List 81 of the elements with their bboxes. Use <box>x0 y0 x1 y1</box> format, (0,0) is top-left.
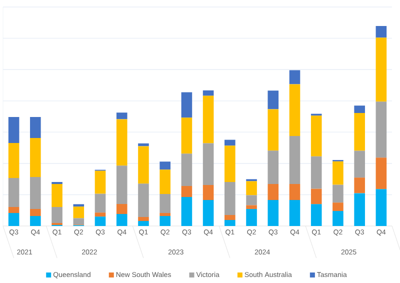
bar <box>376 26 387 38</box>
bar <box>289 200 300 226</box>
bar <box>310 116 322 156</box>
bar <box>160 162 170 170</box>
bar <box>268 184 279 200</box>
bar <box>376 102 387 158</box>
bar <box>268 150 279 184</box>
bar <box>116 112 128 120</box>
bar <box>181 92 192 118</box>
bar <box>160 170 170 194</box>
bar <box>116 119 128 166</box>
bar <box>138 146 149 184</box>
bar <box>224 220 236 226</box>
bar <box>224 182 236 215</box>
bar <box>30 176 41 209</box>
bar <box>289 184 300 200</box>
bar <box>30 116 41 138</box>
bar <box>310 204 322 226</box>
bar <box>354 112 365 151</box>
bar <box>202 200 214 226</box>
bar <box>116 166 128 204</box>
bar <box>160 212 170 216</box>
bar <box>116 214 128 226</box>
bar <box>224 140 236 146</box>
bar <box>246 181 257 196</box>
bar <box>8 142 20 178</box>
bar <box>310 156 322 189</box>
bar <box>246 205 257 209</box>
bar <box>310 188 322 204</box>
bar <box>376 189 387 226</box>
bar <box>268 109 279 151</box>
bar <box>202 184 214 200</box>
bar <box>181 186 192 197</box>
bar <box>30 216 41 226</box>
bar <box>332 161 344 185</box>
bar <box>289 84 300 136</box>
bar <box>181 118 192 154</box>
bar <box>116 204 128 214</box>
bar <box>268 200 279 226</box>
bar <box>94 194 106 213</box>
bar <box>30 208 41 216</box>
bar <box>52 184 62 207</box>
bar <box>73 206 84 218</box>
bar <box>332 202 344 211</box>
bar <box>8 206 20 213</box>
bar <box>181 154 192 186</box>
bar <box>73 218 84 225</box>
bar <box>94 216 106 226</box>
bar <box>202 96 214 144</box>
bar <box>354 178 365 194</box>
bar <box>138 220 149 226</box>
bar <box>160 194 170 213</box>
bar <box>289 136 300 184</box>
bar <box>289 70 300 84</box>
bar <box>138 216 149 221</box>
bar <box>354 193 365 226</box>
bar <box>160 216 170 226</box>
bar <box>181 196 192 226</box>
bar <box>224 146 236 182</box>
bar <box>246 208 257 226</box>
bar <box>354 150 365 178</box>
bar <box>94 212 106 217</box>
bar <box>8 116 20 143</box>
bar <box>8 212 20 226</box>
bar <box>94 170 106 194</box>
bar <box>73 204 84 207</box>
bar <box>268 90 279 110</box>
bar <box>332 210 344 226</box>
bar <box>354 106 365 113</box>
bar <box>30 138 41 177</box>
bar <box>138 143 149 146</box>
bar <box>332 184 344 203</box>
bar <box>8 178 20 207</box>
bar <box>224 214 236 220</box>
bar <box>138 184 149 217</box>
bar <box>52 206 62 223</box>
bar <box>246 195 257 206</box>
bar <box>202 90 214 96</box>
bar <box>202 143 214 185</box>
bar <box>376 158 387 190</box>
bar <box>376 38 387 102</box>
